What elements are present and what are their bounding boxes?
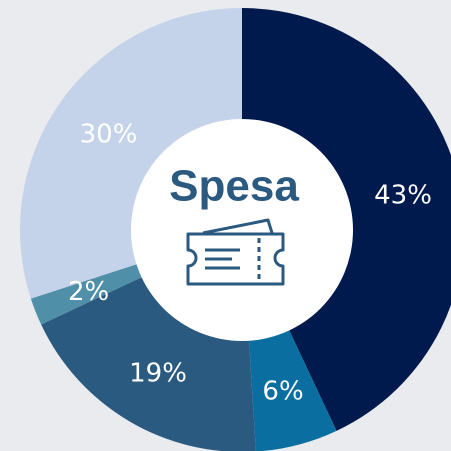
value-label: 2% [68,277,109,307]
value-label: 19% [129,359,187,389]
value-label: 43% [374,181,432,211]
ticket-icon [186,218,285,286]
value-label: 6% [262,376,303,406]
chart-title: Spesa [169,162,299,211]
value-label: 30% [80,120,138,150]
donut-hole [131,119,353,341]
